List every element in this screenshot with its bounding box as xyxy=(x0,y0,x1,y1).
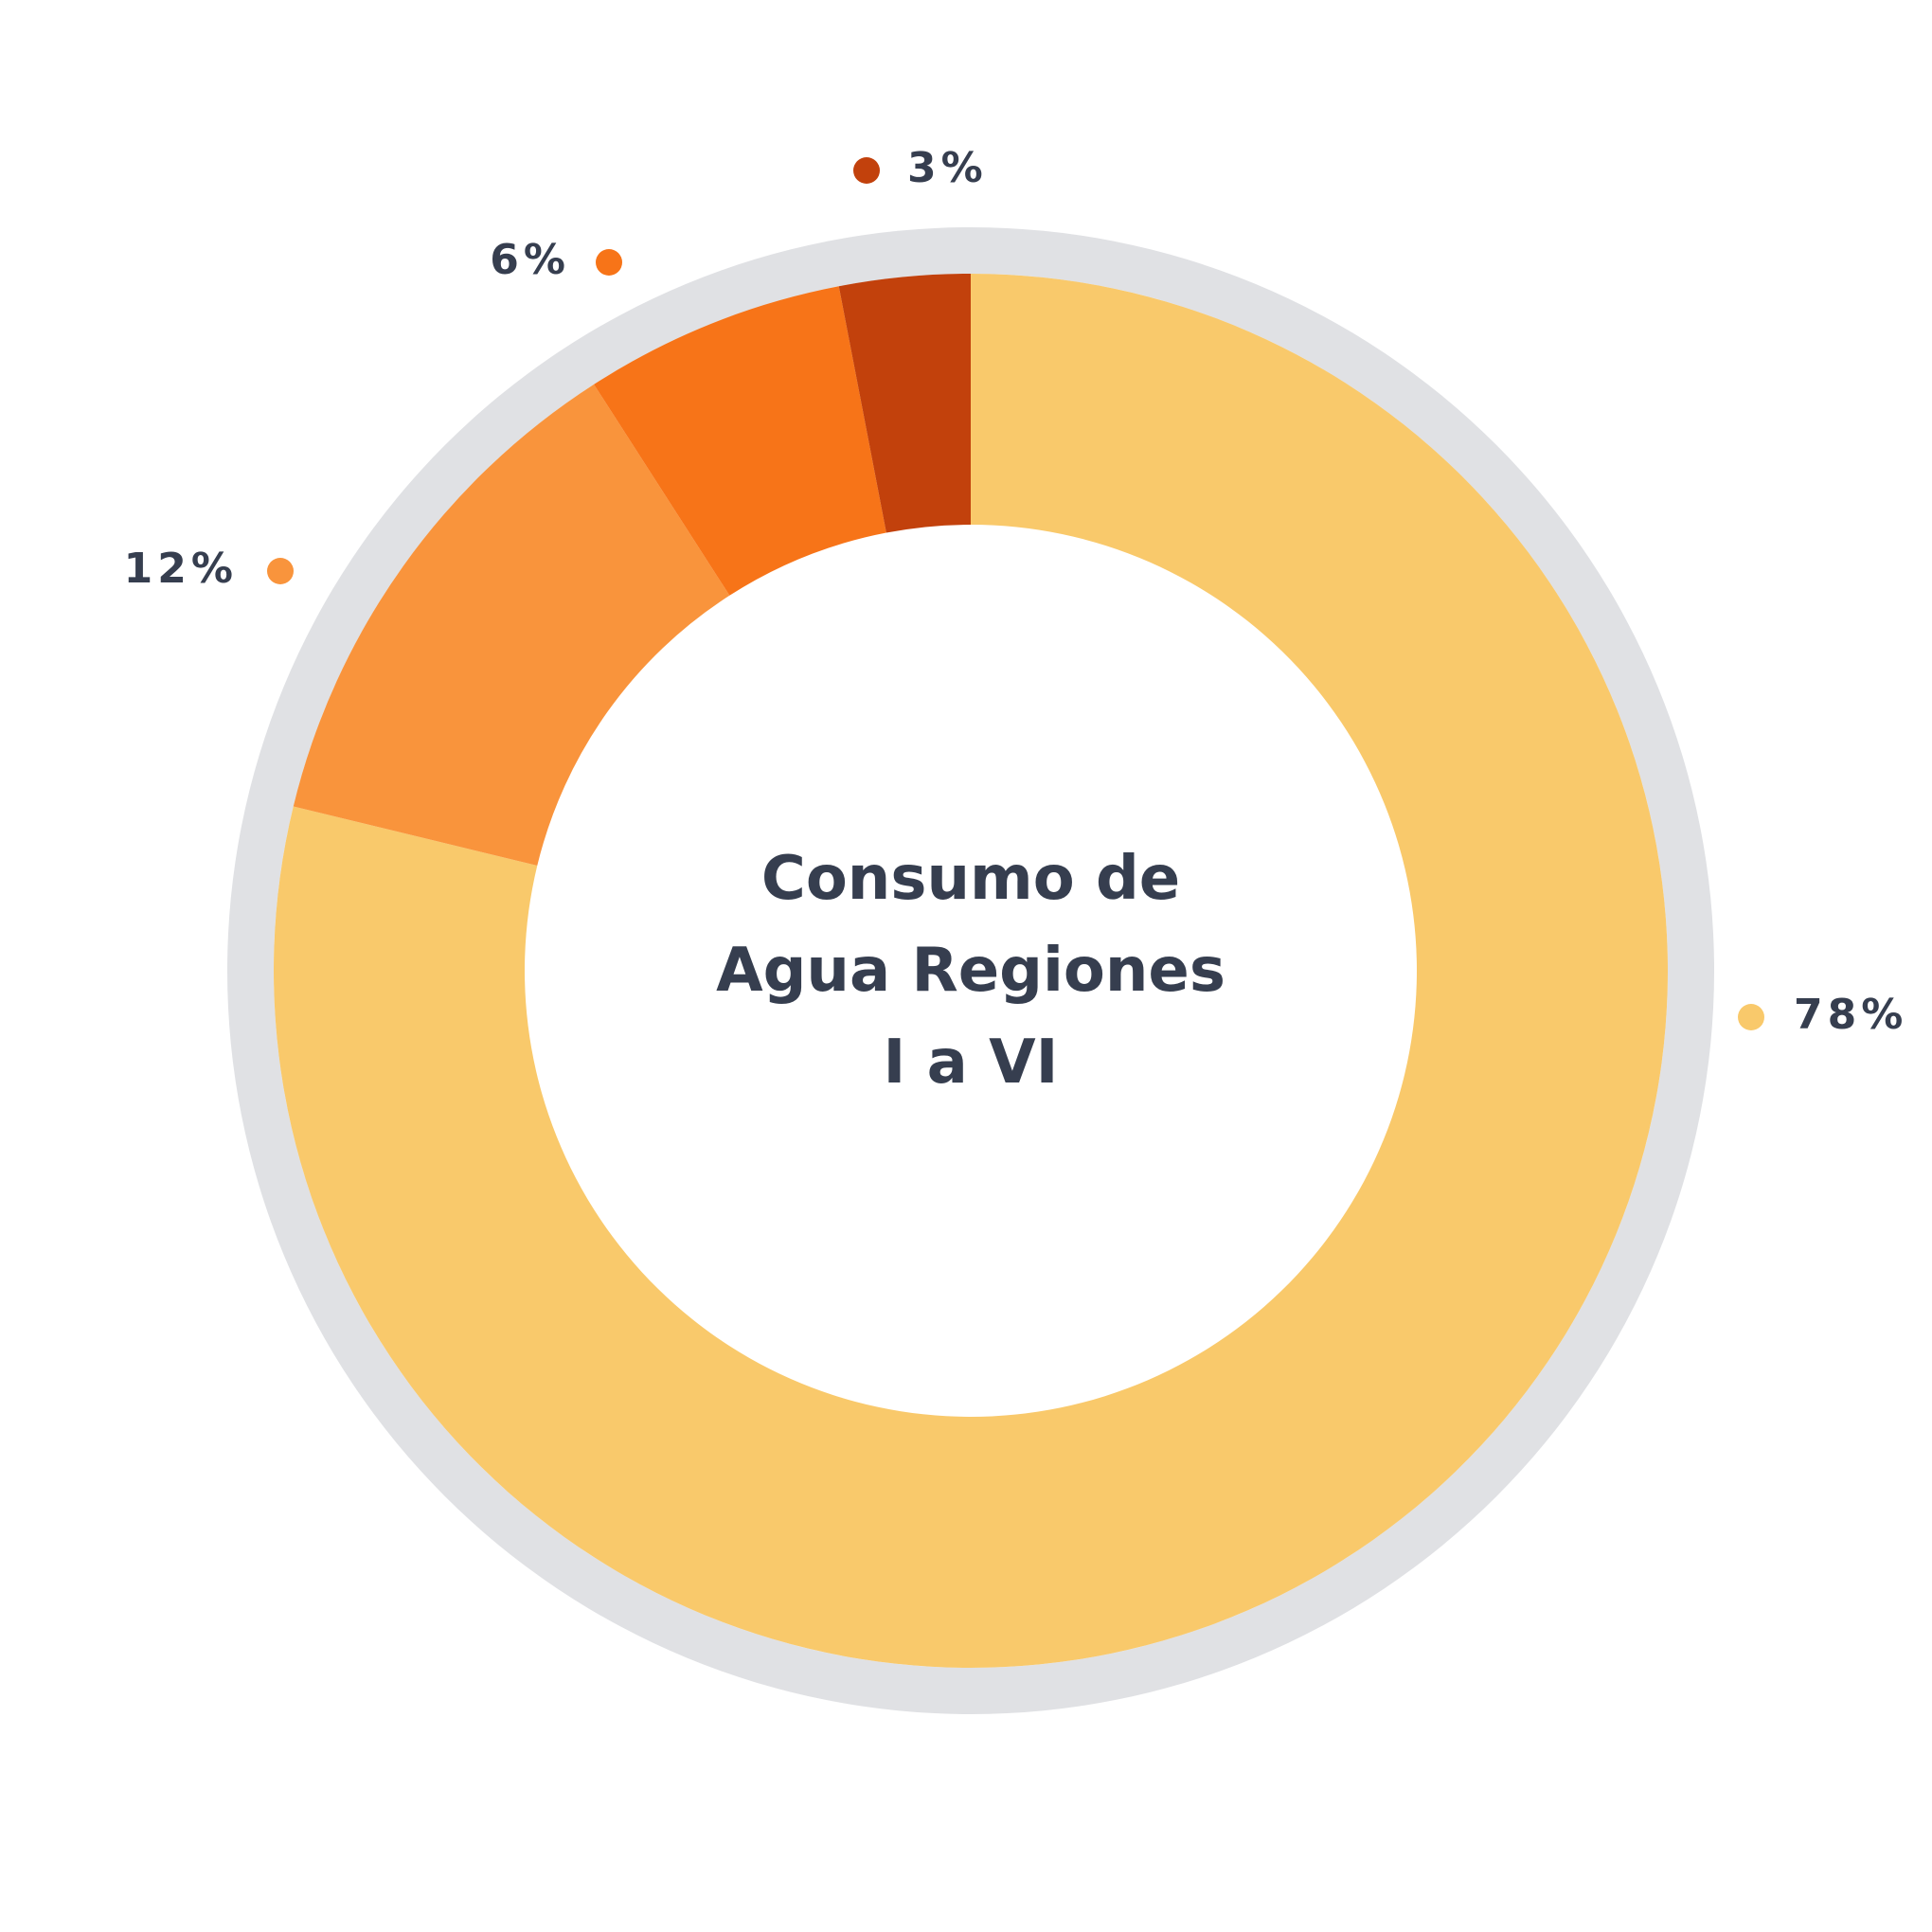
data-label: 12% xyxy=(124,545,238,593)
donut-slice xyxy=(273,274,1669,1669)
data-label: 3% xyxy=(907,144,988,192)
donut-slice xyxy=(293,384,730,866)
legend-dot xyxy=(596,249,622,276)
chart-title: Consumo de Agua Regiones I a VI xyxy=(716,844,1225,1098)
data-label: 6% xyxy=(490,236,570,284)
legend-dot xyxy=(1738,1004,1764,1030)
donut-slice xyxy=(594,286,886,596)
legend-dot xyxy=(853,157,880,184)
legend-dot xyxy=(267,558,294,584)
data-label: 78% xyxy=(1794,991,1907,1039)
donut-slice xyxy=(838,274,971,533)
